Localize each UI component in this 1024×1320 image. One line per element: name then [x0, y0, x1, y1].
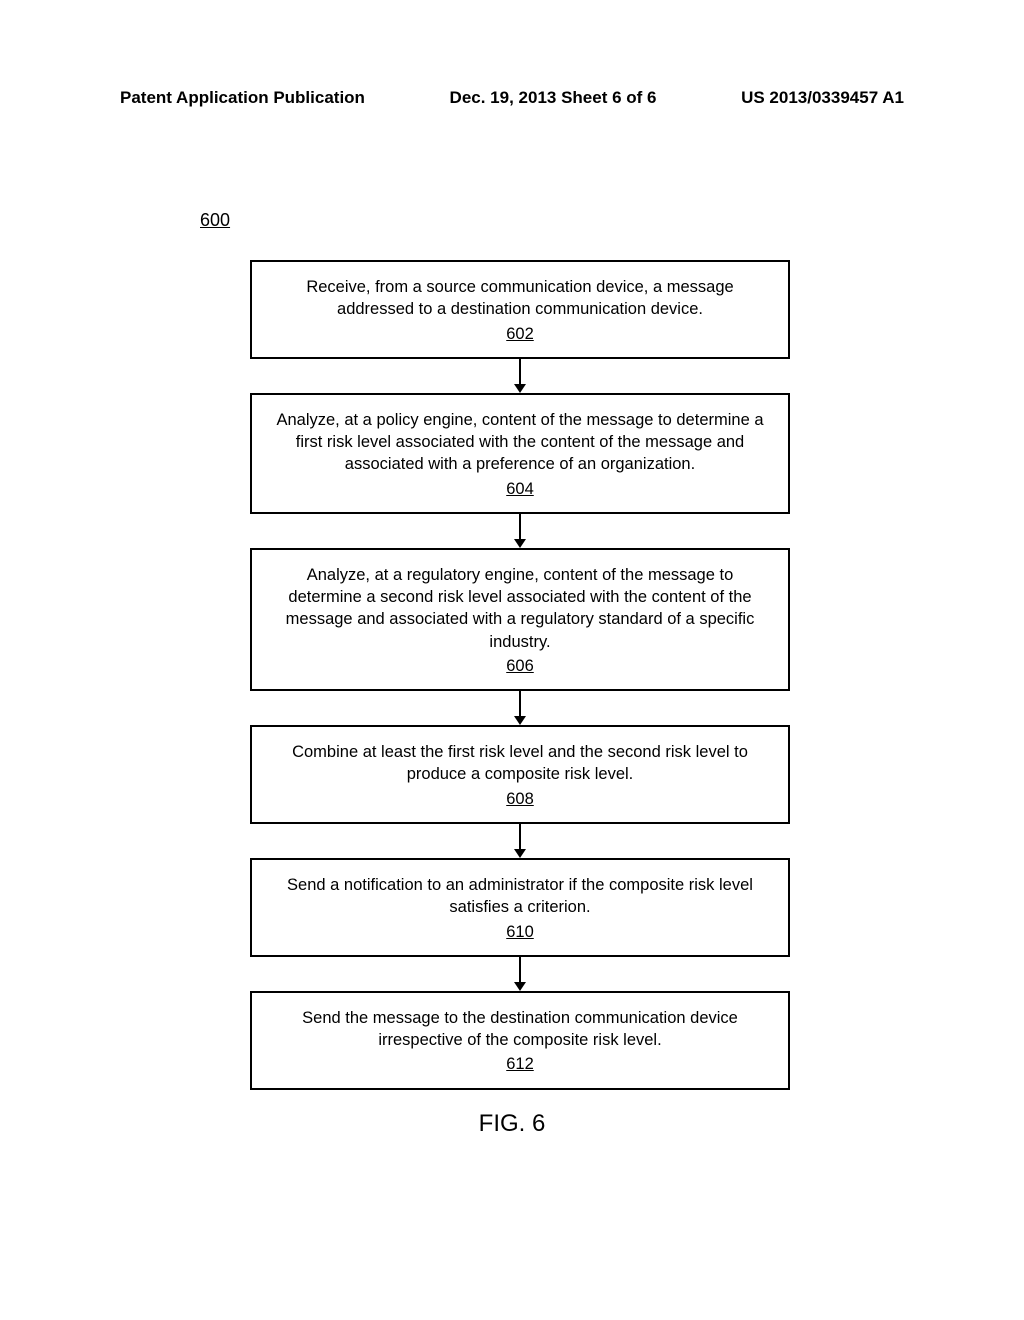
arrow-line — [519, 359, 521, 384]
flowchart-step: Combine at least the first risk level an… — [250, 725, 790, 824]
arrow-head-icon — [514, 716, 526, 725]
flowchart-step-text: Analyze, at a regulatory engine, content… — [272, 564, 768, 653]
flowchart-step-text: Analyze, at a policy engine, content of … — [272, 409, 768, 476]
figure-caption: FIG. 6 — [0, 1110, 1024, 1138]
flowchart-step-text: Send a notification to an administrator … — [272, 874, 768, 919]
arrow-head-icon — [514, 539, 526, 548]
arrow-line — [519, 957, 521, 982]
arrow-head-icon — [514, 384, 526, 393]
arrow-line — [519, 514, 521, 539]
header-left: Patent Application Publication — [120, 88, 365, 108]
flowchart-step-ref: 608 — [506, 788, 534, 810]
header-right: US 2013/0339457 A1 — [741, 88, 904, 108]
flowchart-step-ref: 602 — [506, 323, 534, 345]
page: Patent Application Publication Dec. 19, … — [0, 0, 1024, 1320]
flowchart-step-ref: 610 — [506, 921, 534, 943]
arrow-head-icon — [514, 849, 526, 858]
flowchart-arrow — [250, 691, 790, 725]
header-center: Dec. 19, 2013 Sheet 6 of 6 — [450, 88, 657, 108]
flowchart: Receive, from a source communication dev… — [250, 260, 790, 1090]
flowchart-step-ref: 612 — [506, 1053, 534, 1075]
flowchart-arrow — [250, 957, 790, 991]
arrow-line — [519, 824, 521, 849]
flowchart-step: Send the message to the destination comm… — [250, 991, 790, 1090]
flowchart-step: Send a notification to an administrator … — [250, 858, 790, 957]
flowchart-arrow — [250, 514, 790, 548]
flowchart-step-text: Combine at least the first risk level an… — [272, 741, 768, 786]
flowchart-arrow — [250, 824, 790, 858]
header: Patent Application Publication Dec. 19, … — [0, 88, 1024, 108]
flowchart-step-text: Receive, from a source communication dev… — [272, 276, 768, 321]
flowchart-step-ref: 604 — [506, 478, 534, 500]
flowchart-step: Analyze, at a policy engine, content of … — [250, 393, 790, 514]
arrow-head-icon — [514, 982, 526, 991]
arrow-line — [519, 691, 521, 716]
flowchart-arrow — [250, 359, 790, 393]
flowchart-step: Receive, from a source communication dev… — [250, 260, 790, 359]
figure-reference-number: 600 — [200, 210, 230, 231]
flowchart-step-ref: 606 — [506, 655, 534, 677]
flowchart-step-text: Send the message to the destination comm… — [272, 1007, 768, 1052]
flowchart-step: Analyze, at a regulatory engine, content… — [250, 548, 790, 691]
